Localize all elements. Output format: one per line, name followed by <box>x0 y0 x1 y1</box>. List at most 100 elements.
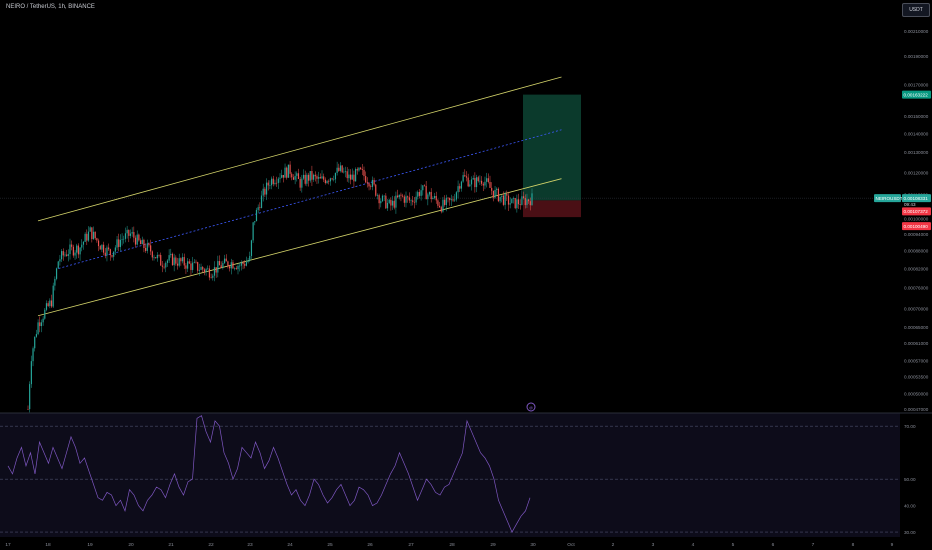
candle <box>301 178 303 188</box>
candle <box>331 178 333 180</box>
target-zone[interactable] <box>523 94 581 201</box>
candle <box>349 174 352 180</box>
price-tick-label: 0.00130000 <box>904 150 929 155</box>
candle <box>291 173 293 178</box>
channel-upper-line[interactable] <box>37 76 562 222</box>
candle <box>351 174 353 180</box>
candle <box>225 258 227 262</box>
candle <box>254 221 256 223</box>
candle <box>66 254 68 256</box>
candle <box>131 232 133 234</box>
candle <box>334 172 337 180</box>
candle <box>371 179 373 187</box>
time-tick-label: 28 <box>449 542 455 548</box>
candle <box>252 222 254 241</box>
candle <box>245 262 247 266</box>
candle <box>509 203 511 205</box>
candle <box>234 268 236 269</box>
candle <box>260 195 263 208</box>
candle <box>501 195 503 197</box>
candle <box>296 173 298 176</box>
candle <box>168 255 170 261</box>
candle <box>247 260 249 263</box>
candle <box>470 179 473 185</box>
candle <box>39 322 41 327</box>
candle <box>484 181 486 186</box>
stop-zone[interactable] <box>523 200 581 218</box>
candle <box>116 239 118 248</box>
candle <box>344 171 347 172</box>
candle <box>355 169 357 182</box>
candle <box>156 255 158 259</box>
candle <box>121 239 123 240</box>
candle <box>198 269 200 271</box>
candle <box>487 178 489 182</box>
candle <box>81 244 83 248</box>
candle <box>517 199 520 205</box>
candle <box>34 336 36 349</box>
time-tick-label: 22 <box>208 542 214 548</box>
candle <box>84 233 86 242</box>
candle <box>319 177 321 179</box>
candle <box>239 265 241 267</box>
candle <box>496 188 498 190</box>
candle <box>402 195 404 197</box>
candle <box>363 169 365 177</box>
candle <box>492 190 494 198</box>
candle <box>447 197 449 199</box>
candle <box>346 171 348 179</box>
rsi-line[interactable] <box>7 415 531 533</box>
candle <box>175 257 177 264</box>
candle <box>101 244 103 250</box>
candle <box>428 192 431 195</box>
candle <box>55 268 58 279</box>
candle <box>370 186 372 187</box>
price-tick-label: 0.00061000 <box>904 341 929 346</box>
candle <box>304 174 306 184</box>
candle <box>129 233 132 236</box>
candle <box>430 192 432 200</box>
candle <box>459 186 461 189</box>
candle <box>212 275 214 278</box>
candle <box>203 269 205 272</box>
candle <box>86 233 88 241</box>
alert-icon[interactable] <box>526 402 536 412</box>
candle <box>180 258 182 262</box>
time-tick-label: 4 <box>692 542 695 548</box>
candle <box>222 263 224 268</box>
candle <box>360 167 362 170</box>
candle <box>242 262 244 265</box>
candle <box>109 249 111 256</box>
channel-lower-line[interactable] <box>37 178 562 317</box>
rsi-tick-label: 50.00 <box>904 477 916 482</box>
candle <box>282 175 284 178</box>
currency-button[interactable]: USDT <box>902 3 930 17</box>
candle <box>119 239 121 247</box>
candle <box>417 192 419 197</box>
candle <box>197 262 199 271</box>
candle <box>506 193 508 196</box>
time-tick-label: 20 <box>128 542 134 548</box>
symbol-title: NEIRO / TetherUS, 1h, BINANCE <box>6 4 95 10</box>
candle <box>136 234 138 245</box>
candle <box>514 198 516 209</box>
time-tick-label: 25 <box>327 542 333 548</box>
target-price-label: 0.00163222 <box>904 92 929 97</box>
channel-mid-line[interactable] <box>58 129 562 269</box>
candle <box>287 164 289 178</box>
rsi-tick-label: 70.00 <box>904 424 916 429</box>
candle <box>292 177 295 180</box>
candle <box>529 201 531 206</box>
candle <box>309 171 311 181</box>
candle <box>343 171 345 173</box>
candle <box>442 199 444 212</box>
candle <box>181 257 184 262</box>
candle <box>47 303 49 306</box>
price-tick-label: 0.00170000 <box>904 82 929 87</box>
time-tick-label: 8 <box>852 542 855 548</box>
target-price-label-bg <box>902 90 931 99</box>
candle <box>481 180 483 184</box>
candle <box>49 300 51 306</box>
price-tick-label: 0.00120000 <box>904 170 929 175</box>
